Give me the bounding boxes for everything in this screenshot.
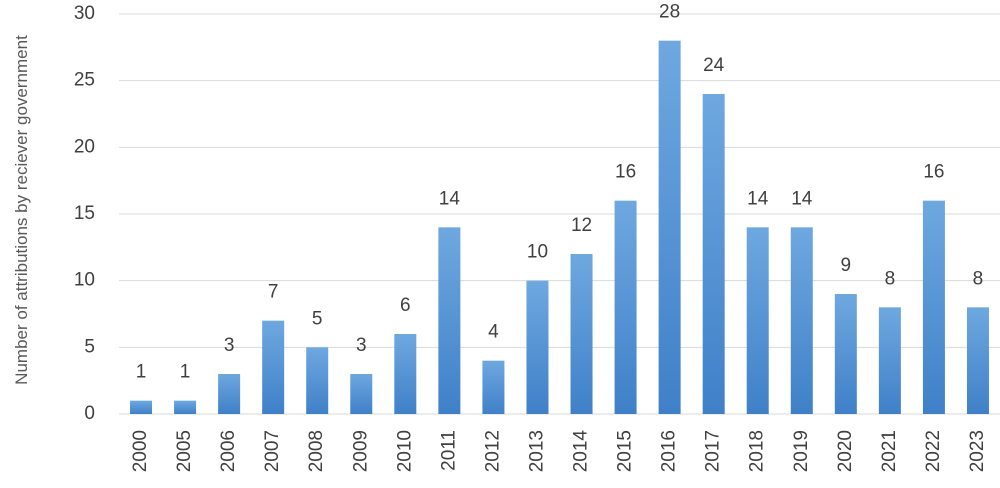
x-tick-label: 2019 xyxy=(791,430,812,472)
bar xyxy=(834,294,857,414)
value-label: 24 xyxy=(703,55,725,76)
y-tick-label: 30 xyxy=(74,3,95,24)
x-tick-label: 2023 xyxy=(967,430,988,472)
x-tick-label: 2014 xyxy=(571,430,592,473)
bar xyxy=(878,307,901,414)
x-tick-label: 2020 xyxy=(835,430,856,472)
x-tick-label: 2006 xyxy=(218,430,239,472)
x-tick-label: 2021 xyxy=(879,430,900,472)
value-label: 8 xyxy=(973,268,984,289)
value-label: 10 xyxy=(527,242,548,263)
x-tick-label: 2010 xyxy=(394,430,415,472)
bar xyxy=(570,254,593,414)
value-label: 3 xyxy=(224,335,235,356)
x-tick-label: 2012 xyxy=(482,430,503,472)
value-label: 5 xyxy=(312,308,323,329)
value-label: 9 xyxy=(841,255,852,276)
bar xyxy=(614,200,637,414)
value-label: 8 xyxy=(885,268,896,289)
x-tick-label: 2007 xyxy=(262,430,283,472)
bar xyxy=(262,320,285,414)
x-tick-label: 2000 xyxy=(130,430,151,472)
bar xyxy=(438,227,461,414)
bar xyxy=(922,200,945,414)
bar xyxy=(130,400,153,414)
x-tick-label: 2022 xyxy=(923,430,944,472)
y-tick-label: 0 xyxy=(84,403,95,424)
x-tick-label: 2016 xyxy=(659,430,680,472)
value-label: 6 xyxy=(400,295,411,316)
value-label: 16 xyxy=(615,162,636,183)
y-tick-label: 5 xyxy=(84,336,95,357)
value-label: 28 xyxy=(659,2,680,23)
value-label: 7 xyxy=(268,282,279,303)
value-label: 12 xyxy=(571,215,592,236)
bar xyxy=(218,374,241,414)
value-label: 4 xyxy=(488,322,499,343)
bar xyxy=(790,227,813,414)
x-tick-label: 2015 xyxy=(615,430,636,472)
bar xyxy=(702,94,725,414)
value-label: 14 xyxy=(791,188,813,209)
value-label: 14 xyxy=(439,188,461,209)
value-label: 1 xyxy=(136,362,147,383)
x-tick-label: 2009 xyxy=(350,430,371,472)
bar xyxy=(966,307,989,414)
bar xyxy=(746,227,769,414)
value-label: 1 xyxy=(180,362,191,383)
y-tick-label: 20 xyxy=(74,136,95,157)
bar xyxy=(526,280,549,414)
bar xyxy=(306,347,329,414)
value-label: 14 xyxy=(747,188,769,209)
bar xyxy=(394,334,417,414)
bar xyxy=(658,40,681,415)
y-tick-label: 10 xyxy=(74,270,95,291)
x-tick-label: 2005 xyxy=(174,430,195,472)
y-tick-label: 25 xyxy=(74,70,95,91)
x-tick-label: 2008 xyxy=(306,430,327,472)
x-tick-label: 2017 xyxy=(703,430,724,472)
value-label: 16 xyxy=(923,162,944,183)
bar xyxy=(482,360,505,414)
y-tick-label: 15 xyxy=(74,203,95,224)
x-tick-label: 2018 xyxy=(747,430,768,472)
bar xyxy=(350,374,373,414)
y-axis-label: Number of attributions by reciever gover… xyxy=(12,35,31,385)
value-label: 3 xyxy=(356,335,367,356)
x-tick-label: 2013 xyxy=(526,430,547,472)
x-tick-label: 2011 xyxy=(438,430,459,471)
bar xyxy=(174,400,197,414)
